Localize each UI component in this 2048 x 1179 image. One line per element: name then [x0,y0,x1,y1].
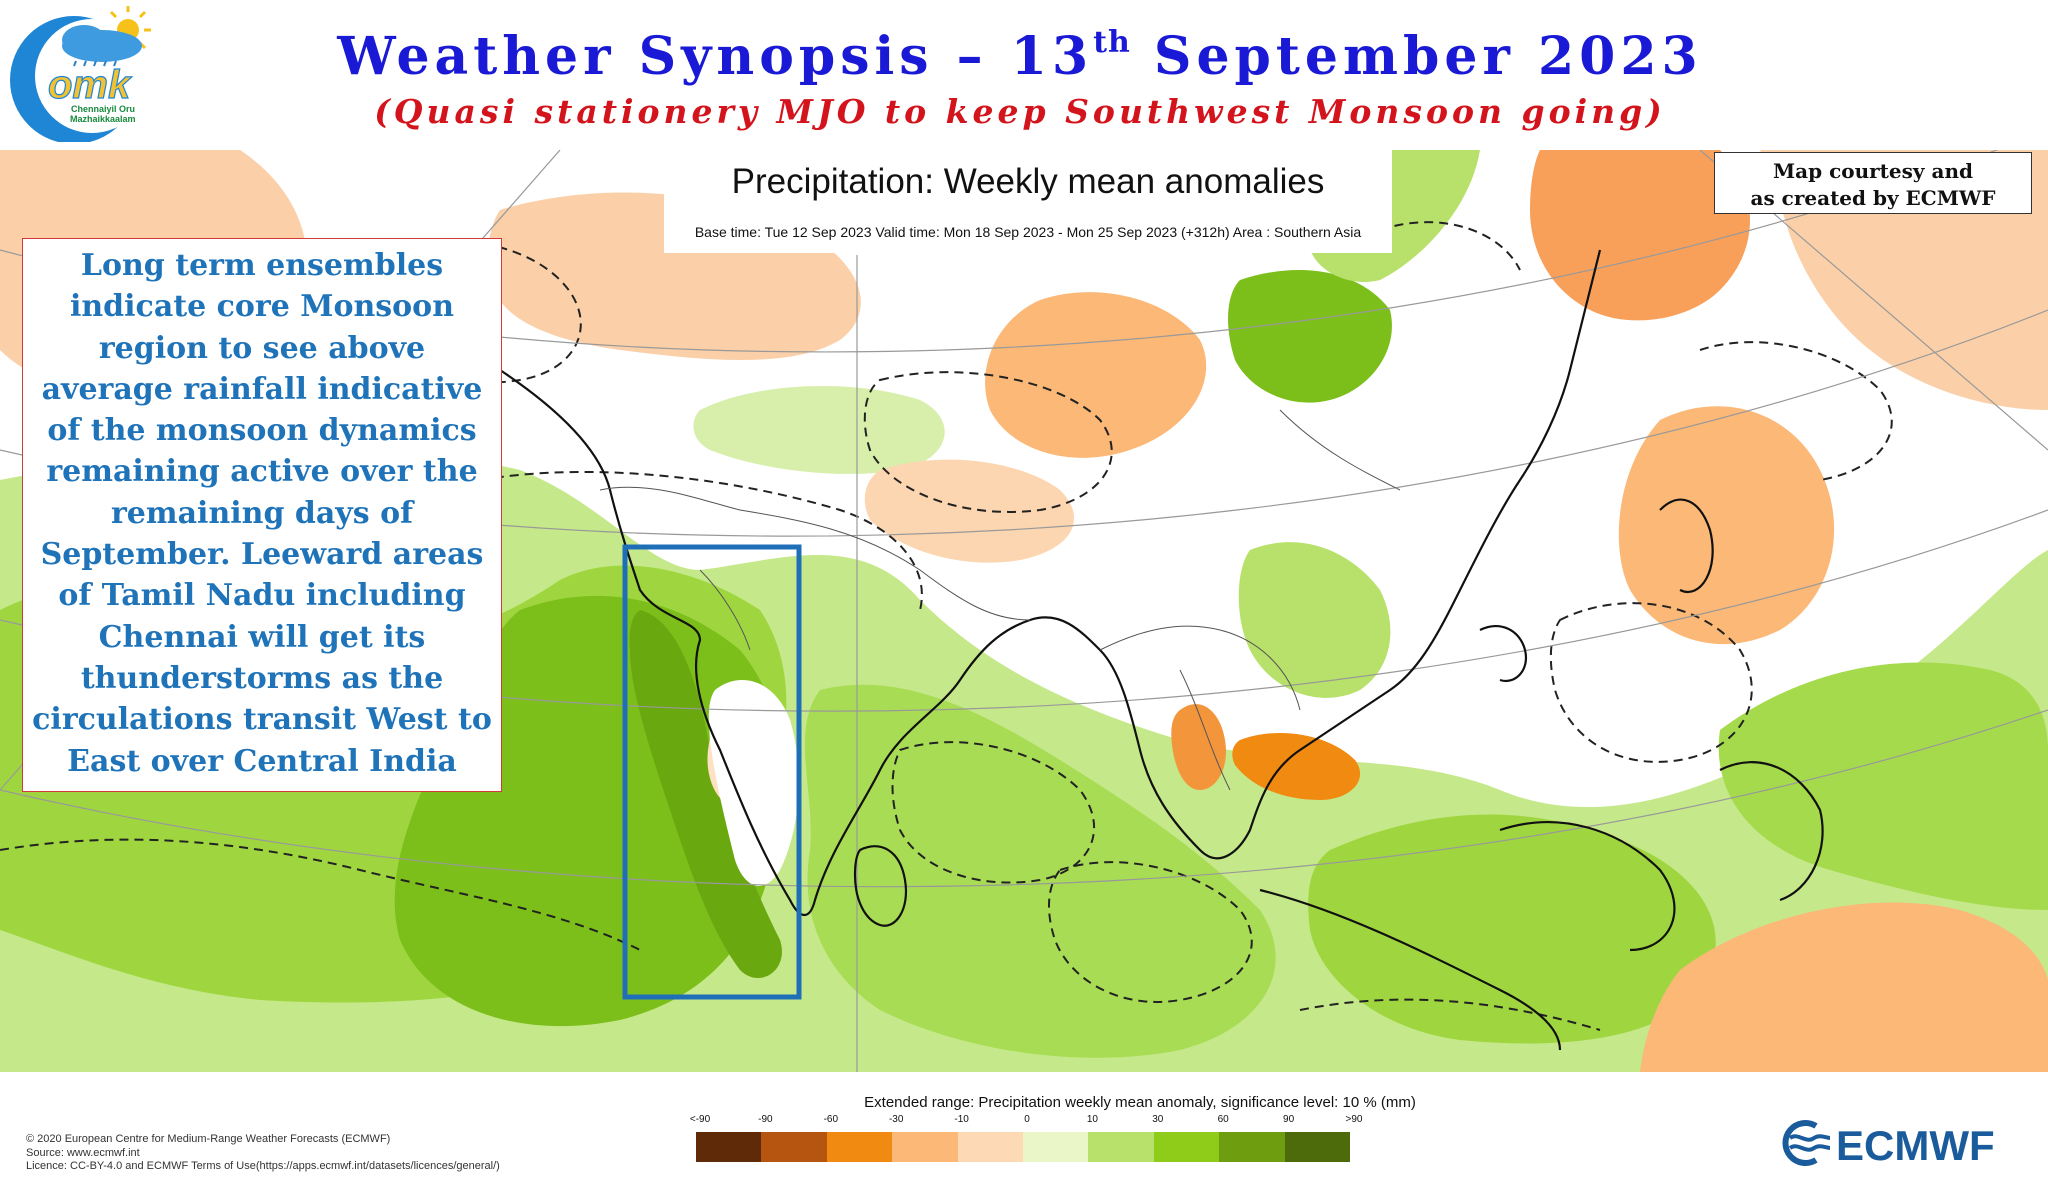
anomaly-region-green-bay-of-bengal [804,684,1276,1058]
legend-tick-label: 0 [1024,1114,1030,1125]
source-line: Source: www.ecmwf.int [26,1146,140,1159]
map-validity: Base time: Tue 12 Sep 2023 Valid time: M… [694,224,1362,240]
map-title: Precipitation: Weekly mean anomalies [731,162,1325,201]
legend-swatch [1022,1132,1089,1162]
anomaly-region-orange-western-pacific [1618,406,1835,645]
legend-swatch [1153,1132,1220,1162]
omk-brand: omk [48,63,132,107]
anomaly-region-dark-green-north [1228,270,1392,403]
legend-tick-label: -90 [758,1114,773,1125]
legend-swatch [826,1132,893,1162]
legend-swatch [892,1132,958,1162]
anomaly-region-green-indochina [1238,542,1391,698]
legend-swatch [1088,1132,1154,1162]
title-end: September 2023 [1130,26,1703,87]
legend-tick-label: -10 [954,1114,969,1125]
anomaly-region-green-east [1718,662,2048,910]
legend-tick-label: 10 [1086,1114,1098,1125]
courtesy-line-2: as created by ECMWF [1750,186,1996,210]
legend-tick-label: -60 [823,1114,839,1125]
anomaly-region-orange-northeast [1530,150,1750,321]
legend-swatch [957,1132,1023,1162]
omk-tagline-2: Mazhaikkaalam [70,114,136,124]
legend-tick-label: 90 [1283,1114,1295,1125]
ecmwf-symbol-icon [1782,1120,1818,1166]
anomaly-region-white-deccan [708,680,799,887]
legend-tick-label: <-90 [689,1114,711,1125]
copyright-notice: © 2020 European Centre for Medium-Range … [26,1133,500,1174]
header: omk Chennaiyil Oru Mazhaikkaalam Weather… [0,0,2048,148]
omk-logo: omk Chennaiyil Oru Mazhaikkaalam [10,6,151,142]
title-sup: th [1093,24,1131,60]
significance-contours [0,221,1893,1031]
page-title: Weather Synopsis – 13th September 2023 [260,24,1780,87]
legend-swatch [1284,1132,1350,1162]
page-subtitle: (Quasi stationery MJO to keep Southwest … [374,92,1666,131]
anomaly-region-light-orange-northeast [1760,150,2048,410]
courtesy-line-1: Map courtesy and [1773,159,1973,183]
map-header: Precipitation: Weekly mean anomalies Bas… [664,150,1392,253]
legend-tick-label: -30 [888,1114,904,1125]
copyright-line: © 2020 European Centre for Medium-Range … [26,1133,391,1145]
legend-color-bar [696,1132,1350,1162]
legend-swatch [696,1132,762,1162]
omk-tagline-1: Chennaiyil Oru [71,104,135,114]
forecast-annotation: Long term ensembles indicate core Monsoo… [22,238,502,792]
title-main: Weather Synopsis – 13 [337,26,1094,87]
legend-tick-label: >90 [1345,1114,1363,1125]
anomaly-region-dark-green-western-ghats [629,610,782,979]
courtesy-box: Map courtesy and as created by ECMWF [1714,152,2032,214]
coastlines [499,249,1824,1051]
legend-tick-label: 30 [1152,1114,1164,1125]
legend-swatch [761,1132,827,1162]
anomaly-region-orange-china [985,292,1207,458]
legend-title: Extended range: Precipitation weekly mea… [864,1094,1416,1111]
ecmwf-logo: ECMWF [1782,1120,1995,1168]
anomaly-region-light-orange-tibet [864,459,1075,563]
anomaly-region-green-tibet [693,386,945,474]
country-borders [599,409,1401,791]
ecmwf-brand: ECMWF [1836,1122,1995,1168]
legend-tick-label: 60 [1217,1114,1229,1125]
monsoon-core-highlight-box [622,544,802,1000]
legend-ticks: <-90 -90 -60 -30 -10 0 10 30 60 90 >90 [0,1114,2048,1128]
anomaly-region-dark-orange-andaman [1171,704,1226,790]
licence-line: Licence: CC-BY-4.0 and ECMWF Terms of Us… [26,1160,500,1172]
anomaly-region-green-equatorial [1308,814,1716,1044]
anomaly-region-orange-southeast [1640,902,2048,1072]
anomaly-region-dark-orange-sumatra [1232,732,1361,800]
legend-swatch [1219,1132,1285,1162]
